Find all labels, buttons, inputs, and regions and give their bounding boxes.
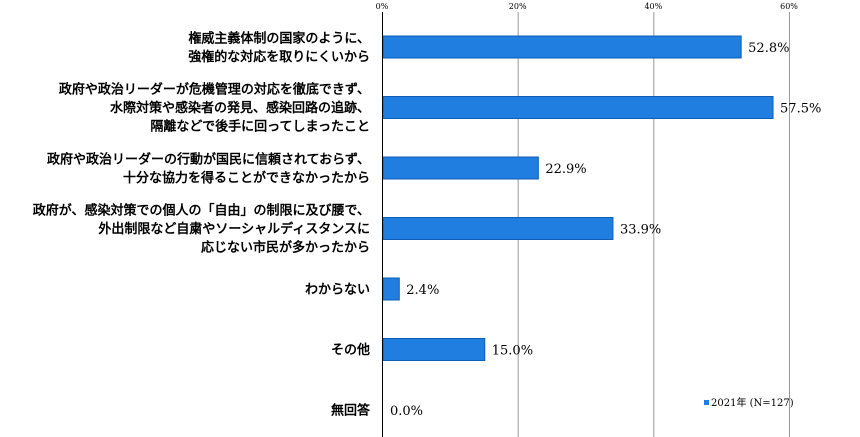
data-label: 0.0% bbox=[390, 404, 423, 419]
x-tick-label: 40% bbox=[644, 2, 662, 11]
legend-swatch bbox=[704, 400, 709, 405]
category-label: 政府や政治リーダーが危機管理の対応を徹底できず、水際対策や感染者の発見、感染回路… bbox=[59, 82, 370, 135]
category-label: わからない bbox=[305, 283, 370, 298]
category-label: その他 bbox=[331, 342, 370, 358]
legend: 2021年 (N=127) bbox=[704, 396, 794, 409]
x-tick-labels: 0% 20% 40% 60% bbox=[376, 2, 799, 11]
data-label: 52.8% bbox=[748, 41, 789, 56]
value-labels: 52.8% 57.5% 22.9% 33.9% 2.4% 15.0% 0.0% bbox=[390, 41, 821, 419]
bars bbox=[382, 35, 774, 361]
category-labels: 権威主義体制の国家のように、強権的な対応を取りにくいから政府や政治リーダーが危機… bbox=[33, 30, 371, 418]
data-label: 15.0% bbox=[492, 344, 533, 359]
category-label: 無回答 bbox=[331, 403, 371, 419]
bar bbox=[382, 217, 614, 240]
bar bbox=[382, 338, 486, 361]
category-label: 権威主義体制の国家のように、強権的な対応を取りにくいから bbox=[188, 30, 370, 65]
x-tick-label: 0% bbox=[376, 2, 389, 11]
data-label: 33.9% bbox=[620, 223, 661, 238]
data-label: 22.9% bbox=[545, 162, 586, 177]
category-label: 政府が、感染対策での個人の「自由」の制限に及び腰で、外出制限など自粛やソーシャル… bbox=[33, 203, 370, 256]
x-tick-label: 20% bbox=[509, 2, 527, 11]
bar bbox=[382, 35, 742, 59]
bar bbox=[382, 96, 774, 119]
data-label: 57.5% bbox=[780, 102, 821, 117]
x-tick-label: 60% bbox=[780, 2, 798, 11]
category-label: 政府や政治リーダーの行動が国民に信頼されておらず、十分な協力を得ることができなか… bbox=[47, 151, 370, 186]
bar bbox=[382, 156, 539, 180]
bar bbox=[382, 277, 400, 301]
data-label: 2.4% bbox=[406, 283, 439, 298]
legend-label: 2021年 (N=127) bbox=[711, 396, 794, 409]
